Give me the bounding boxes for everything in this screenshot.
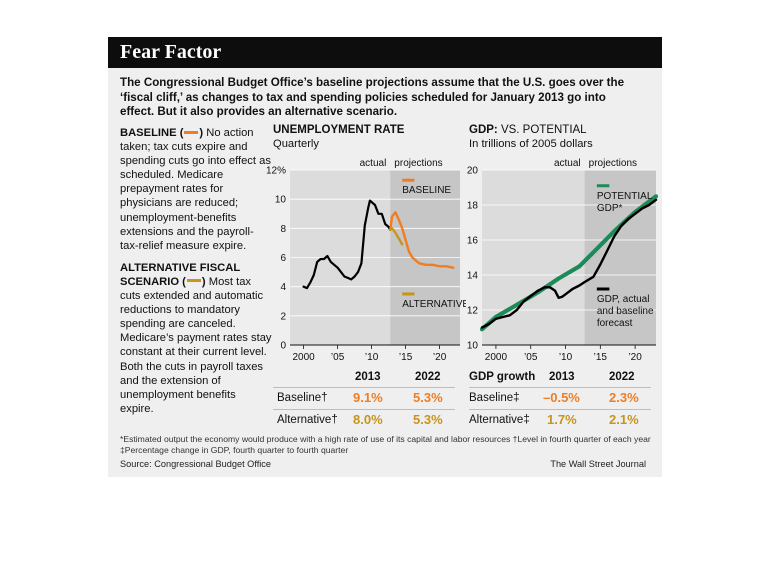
table-value: 5.3% xyxy=(413,412,443,427)
table-value: 9.1% xyxy=(353,390,383,405)
gdp-col-2022: 2022 xyxy=(609,371,635,383)
x-tick-label: ’15 xyxy=(594,352,608,363)
unemployment-chart: 12% 10 8 6 4 2 0 2000 ’05 ’10 ’15 ’20 actual projecti… xyxy=(266,158,466,363)
table-value: 8.0% xyxy=(353,412,383,427)
row-label: Baseline† xyxy=(277,392,328,404)
y-tick-label: 2 xyxy=(280,311,286,322)
baseline-paren-close: ) xyxy=(199,127,204,139)
gdp-title: GDP: VS. POTENTIAL xyxy=(469,124,587,136)
table-row: Baseline† 9.1% 5.3% xyxy=(273,388,455,410)
x-tick-label: ’20 xyxy=(433,352,447,363)
gdp-title-bold: GDP: xyxy=(469,124,498,136)
y-tick-label: 16 xyxy=(467,236,479,247)
alternative-heading: ALTERNATIVE FISCAL SCENARIO xyxy=(120,261,240,288)
gdp-title-rest: VS. POTENTIAL xyxy=(497,124,587,136)
baseline-unemployment-line xyxy=(389,211,455,269)
x-tick-label: ’10 xyxy=(365,352,379,363)
baseline-text: No action taken; tax cuts expire and spe… xyxy=(120,127,271,252)
publication-credit: The Wall Street Journal xyxy=(550,459,646,469)
alternative-label: ALTERNATIVE xyxy=(402,299,466,310)
y-tick-label: 10 xyxy=(275,195,287,206)
footnotes: *Estimated output the economy would prod… xyxy=(120,434,660,456)
projections-label: projections xyxy=(394,158,442,169)
table-value: 2.1% xyxy=(609,412,639,427)
y-tick-label: 20 xyxy=(467,166,479,177)
row-label: Baseline‡ xyxy=(469,392,520,404)
alternative-paren-open: ( xyxy=(182,275,186,288)
intro-text: The Congressional Budget Office’s baseli… xyxy=(120,76,625,118)
actual-label: actual xyxy=(554,158,581,169)
x-tick-label: ’05 xyxy=(331,352,345,363)
row-label: Alternative† xyxy=(277,414,338,426)
alternative-unemployment-line xyxy=(389,227,404,246)
table-row: Baseline‡ –0.5% 2.3% xyxy=(469,388,651,410)
unemployment-subtitle: Quarterly xyxy=(273,138,320,150)
divider xyxy=(273,387,455,388)
gdp-table-header: GDP growth 2013 2022 xyxy=(469,367,651,389)
baseline-label: BASELINE xyxy=(402,185,451,196)
x-tick-label: 2000 xyxy=(485,352,508,363)
y-tick-label: 14 xyxy=(467,271,479,282)
alternative-paren-close: ) xyxy=(201,275,206,288)
scenario-descriptions: BASELINE () No action taken; tax cuts ex… xyxy=(120,126,272,424)
unemployment-title: UNEMPLOYMENT RATE xyxy=(273,124,405,136)
gdp-label: GDP, actual xyxy=(597,294,650,305)
baseline-paren-open: ( xyxy=(179,127,184,139)
y-tick-label: 10 xyxy=(467,341,479,352)
y-tick-label: 6 xyxy=(280,253,286,264)
graphic-title: Fear Factor xyxy=(120,41,222,63)
baseline-description: BASELINE () No action taken; tax cuts ex… xyxy=(120,126,272,253)
alternative-swatch xyxy=(186,279,201,283)
table-row: Alternative† 8.0% 5.3% xyxy=(273,410,455,432)
y-tick-label: 8 xyxy=(280,224,286,235)
projection-shade xyxy=(584,170,656,345)
row-label: Alternative‡ xyxy=(469,414,530,426)
potential-gdp-label: POTENTIAL xyxy=(597,191,653,202)
alternative-text: Most tax cuts extended and automatic red… xyxy=(120,275,272,415)
y-tick-label: 4 xyxy=(280,282,286,293)
actual-unemployment-line xyxy=(302,199,392,290)
x-tick-label: ’10 xyxy=(559,352,573,363)
title-bar: Fear Factor xyxy=(108,37,662,68)
table-value: 2.3% xyxy=(609,390,639,405)
projections-label: projections xyxy=(589,158,637,169)
gdp-chart: 20 18 16 14 12 10 2000 ’05 ’10 ’15 ’20 actual projec… xyxy=(467,158,659,363)
gdp-subtitle: In trillions of 2005 dollars xyxy=(469,138,593,150)
gdp-label: and baseline xyxy=(597,306,654,317)
divider xyxy=(469,387,651,388)
actual-gdp-line xyxy=(480,198,658,329)
gdp-label: forecast xyxy=(597,318,633,329)
unemp-col-2022: 2022 xyxy=(415,371,441,383)
baseline-heading: BASELINE xyxy=(120,127,177,139)
divider xyxy=(273,409,455,410)
potential-gdp-label: GDP* xyxy=(597,203,623,214)
actual-label: actual xyxy=(360,158,387,169)
x-tick-label: ’05 xyxy=(524,352,538,363)
unemp-col-2013: 2013 xyxy=(355,371,381,383)
table-value: 5.3% xyxy=(413,390,443,405)
table-value: 1.7% xyxy=(547,412,577,427)
unemployment-table: 2013 2022 Baseline† 9.1% 5.3% Alternativ… xyxy=(273,367,455,429)
x-tick-label: 2000 xyxy=(292,352,315,363)
table-row: Alternative‡ 1.7% 2.1% xyxy=(469,410,651,432)
y-tick-label: 0 xyxy=(280,341,286,352)
y-tick-label: 12 xyxy=(467,306,479,317)
gdp-growth-header: GDP growth xyxy=(469,371,536,383)
source-note: Source: Congressional Budget Office xyxy=(120,459,272,469)
table-value: –0.5% xyxy=(543,390,580,405)
divider xyxy=(469,409,651,410)
x-tick-label: ’15 xyxy=(399,352,413,363)
y-tick-label: 12% xyxy=(266,166,286,177)
baseline-swatch xyxy=(184,130,199,134)
x-tick-label: ’20 xyxy=(628,352,642,363)
y-tick-label: 18 xyxy=(467,201,479,212)
alternative-description: ALTERNATIVE FISCAL SCENARIO () Most tax … xyxy=(120,261,272,416)
footnote-line-2: ‡Percentage change in GDP, fourth quarte… xyxy=(120,445,349,455)
graphic-panel: Fear Factor The Congressional Budget Off… xyxy=(108,37,662,477)
gdp-col-2013: 2013 xyxy=(549,371,575,383)
unemployment-table-header: 2013 2022 xyxy=(273,367,455,389)
footnote-line-1: *Estimated output the economy would prod… xyxy=(120,434,651,444)
gdp-table: GDP growth 2013 2022 Baseline‡ –0.5% 2.3… xyxy=(469,367,651,429)
